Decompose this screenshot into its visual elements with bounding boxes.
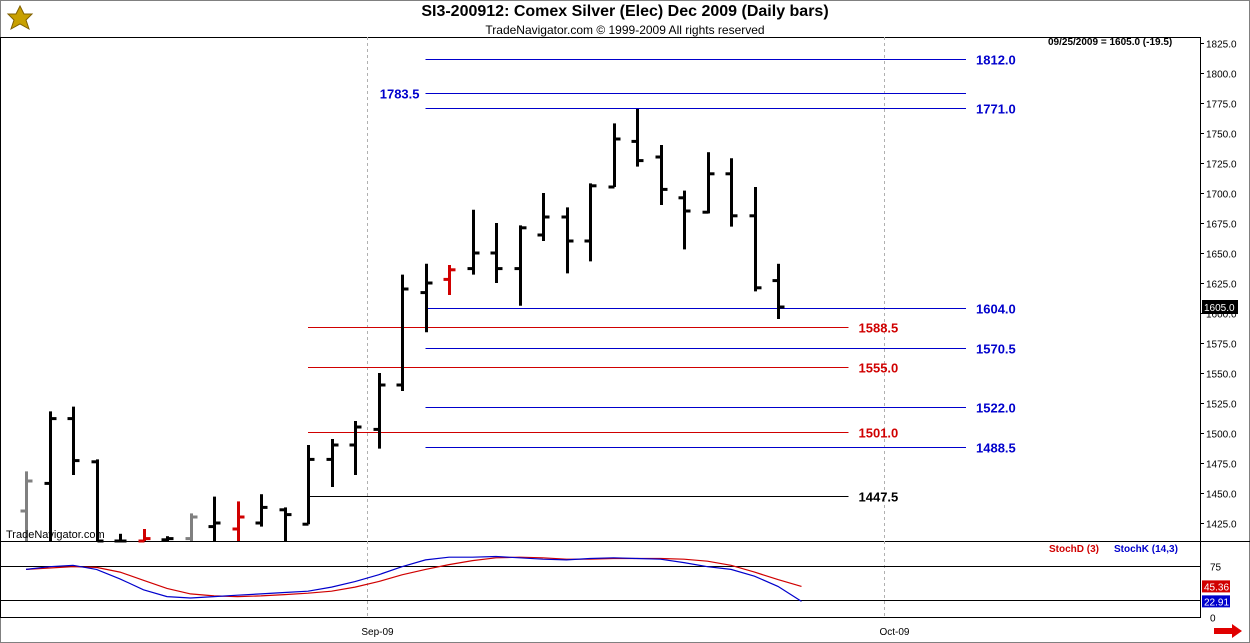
- y-tick-label: 1425.0: [1206, 520, 1237, 531]
- osc-tick-label: 0: [1210, 614, 1216, 625]
- level-label: 1501.0: [859, 426, 899, 441]
- ohlc-bar: [702, 152, 715, 214]
- level-label: 1522.0: [976, 401, 1016, 416]
- level-label: 1555.0: [859, 361, 899, 376]
- ohlc-bar: [232, 501, 245, 541]
- ohlc-bar: [396, 274, 409, 391]
- ohlc-bar: [608, 123, 621, 189]
- ohlc-bar: [208, 496, 221, 541]
- price-panel-frame: [0, 37, 1201, 542]
- last-price-label: 1605.0: [1204, 303, 1235, 314]
- y-tick-label: 1575.0: [1206, 340, 1237, 351]
- y-tick-label: 1450.0: [1206, 490, 1237, 501]
- level-label: 1771.0: [976, 102, 1016, 117]
- ohlc-bar: [255, 494, 268, 527]
- ohlc-bar: [20, 471, 33, 541]
- ohlc-bar: [678, 190, 691, 250]
- ohlc-bar: [655, 145, 668, 205]
- y-tick-label: 1500.0: [1206, 430, 1237, 441]
- y-tick-label: 1800.0: [1206, 70, 1237, 81]
- level-label: 1488.5: [976, 441, 1016, 456]
- y-tick-label: 1550.0: [1206, 370, 1237, 381]
- y-tick-label: 1775.0: [1206, 100, 1237, 111]
- osc-last-value-box: [1202, 580, 1230, 593]
- ohlc-bar: [326, 439, 339, 487]
- ohlc-bar: [302, 445, 315, 526]
- watermark: TradeNavigator.com: [6, 529, 105, 541]
- ohlc-bar: [631, 109, 644, 167]
- ohlc-bar: [138, 529, 151, 543]
- ohlc-bar: [279, 507, 292, 541]
- level-label: 1447.5: [859, 490, 899, 505]
- scroll-right-arrow-icon[interactable]: [1214, 624, 1242, 643]
- osc-series-line: [25, 556, 802, 598]
- last-price-box: [1202, 300, 1238, 314]
- legend-stochk: StochK (14,3): [1114, 544, 1178, 555]
- ohlc-bar: [725, 158, 738, 227]
- logo-icon: [5, 4, 35, 37]
- level-label: 1812.0: [976, 53, 1016, 68]
- ohlc-bar: [91, 459, 104, 543]
- y-tick-label: 1650.0: [1206, 250, 1237, 261]
- ohlc-bar: [467, 209, 480, 275]
- y-tick-label: 1825.0: [1206, 40, 1237, 51]
- level-label: 1604.0: [976, 302, 1016, 317]
- osc-tick-label: 75: [1210, 563, 1222, 574]
- level-label: 1588.5: [859, 321, 899, 336]
- ohlc-bar: [490, 223, 503, 283]
- ohlc-bar: [514, 225, 527, 306]
- price-readout: 09/25/2009 = 1605.0 (-19.5): [1048, 37, 1173, 48]
- y-tick-label: 1525.0: [1206, 400, 1237, 411]
- osc-last-value-label: 45.36: [1204, 582, 1229, 593]
- ohlc-bar: [443, 265, 456, 295]
- x-tick-label: Oct-09: [879, 627, 909, 638]
- legend-stochd: StochD (3): [1049, 544, 1099, 555]
- y-tick-label: 1600.0: [1206, 310, 1237, 321]
- osc-last-value-box: [1202, 595, 1230, 608]
- y-tick-label: 1475.0: [1206, 460, 1237, 471]
- ohlc-bar: [772, 263, 785, 319]
- ohlc-bar: [420, 263, 433, 333]
- ohlc-bar: [584, 183, 597, 262]
- ohlc-bar: [114, 533, 127, 543]
- ohlc-bar: [561, 207, 574, 274]
- osc-series-line: [25, 555, 802, 602]
- ohlc-bar: [161, 536, 174, 542]
- ohlc-bar: [67, 406, 80, 475]
- level-label: 1783.5: [380, 87, 420, 102]
- y-tick-label: 1625.0: [1206, 280, 1237, 291]
- ohlc-bar: [537, 193, 550, 241]
- ohlc-bar: [373, 373, 386, 449]
- y-tick-label: 1725.0: [1206, 160, 1237, 171]
- x-tick-label: Sep-09: [361, 627, 394, 638]
- chart-subtitle: TradeNavigator.com © 1999-2009 All right…: [485, 23, 765, 37]
- y-tick-label: 1675.0: [1206, 220, 1237, 231]
- ohlc-bar: [749, 187, 762, 292]
- chart-title: SI3-200912: Comex Silver (Elec) Dec 2009…: [421, 3, 829, 20]
- y-tick-label: 1750.0: [1206, 130, 1237, 141]
- ohlc-bar: [44, 411, 57, 541]
- y-tick-label: 1700.0: [1206, 190, 1237, 201]
- osc-last-value-label: 22.91: [1204, 597, 1229, 608]
- level-label: 1570.5: [976, 342, 1016, 357]
- ohlc-bar: [349, 421, 362, 475]
- ohlc-bar: [185, 513, 198, 541]
- oscillator-panel-frame: [0, 541, 1201, 618]
